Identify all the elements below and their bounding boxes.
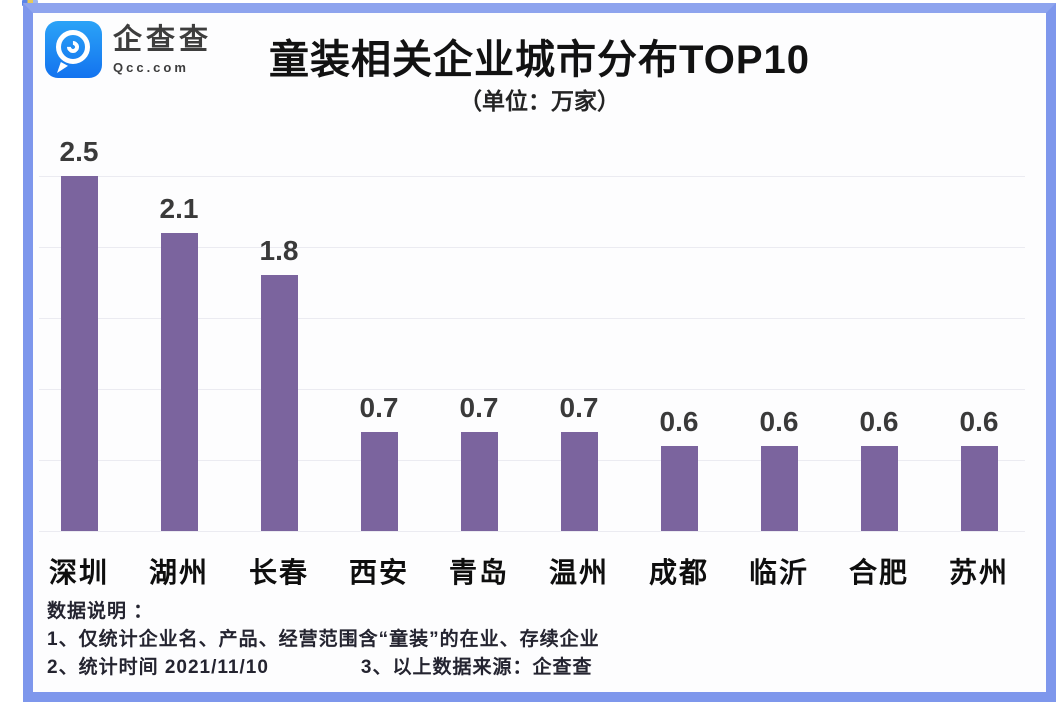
category-label: 西安	[348, 557, 409, 588]
data-notes: 数据说明 ： 1、仅统计企业名、产品、经营范围含“童装”的在业、存续企业 2、统…	[47, 598, 600, 682]
bar	[660, 446, 698, 531]
bar-value-label: 0.7	[359, 392, 399, 423]
qcc-magnifier-icon	[45, 21, 102, 78]
bar	[460, 432, 498, 531]
notes-data-source: 3、以上数据来源：企查查	[360, 657, 593, 678]
category-label: 苏州	[948, 557, 1009, 588]
logo-brand-name: 企查查	[113, 24, 213, 56]
category-label: 临沂	[748, 557, 809, 588]
bar-chart-plot-area: 2.5 深圳 2.1 湖州 1.8 长春 0.7 西安 0.7 青岛 0.7 温州 0.6 成都 0.6 临沂…	[33, 13, 1046, 692]
bar-value-label: 0.6	[959, 406, 999, 437]
qcc-logo: 企查查 Qcc.com	[45, 21, 212, 78]
bar-value-label: 0.6	[859, 406, 899, 437]
logo-domain: Qcc.com	[113, 60, 189, 75]
bar	[860, 446, 898, 531]
logo-text: 企查查 Qcc.com	[113, 21, 212, 75]
magnifier-ring	[56, 30, 90, 64]
category-label: 合肥	[848, 557, 909, 588]
bar-value-label: 1.8	[259, 235, 299, 266]
category-label: 成都	[648, 557, 709, 588]
gridline	[39, 531, 1025, 532]
gridline	[39, 247, 1025, 248]
category-label: 青岛	[448, 557, 509, 588]
magnifier-tail	[57, 62, 68, 73]
bar	[960, 446, 998, 531]
bar	[760, 446, 798, 531]
bar	[360, 432, 398, 531]
bar-value-label: 0.7	[459, 392, 499, 423]
bar-value-label: 2.5	[59, 136, 99, 167]
bar-value-label: 0.6	[759, 406, 799, 437]
gridline	[39, 460, 1025, 461]
category-label: 湖州	[148, 557, 209, 588]
notes-heading: 数据说明 ：	[47, 601, 154, 622]
notes-stat-date: 2、统计时间 2021/11/10	[47, 657, 269, 678]
bar-value-label: 2.1	[159, 193, 199, 224]
bar	[260, 275, 298, 531]
bar	[60, 176, 98, 531]
window-frame: 企查查 Qcc.com 童装相关企业城市分布TOP10 （单位：万家） 2.5 深…	[23, 3, 1056, 702]
chart-subtitle: （单位：万家）	[459, 88, 620, 114]
notes-line-1: 1、仅统计企业名、产品、经营范围含“童装”的在业、存续企业	[47, 629, 600, 650]
bar	[560, 432, 598, 531]
notes-line-2: 2、统计时间 2021/11/10 3、以上数据来源：企查查	[47, 654, 600, 682]
gridline	[39, 389, 1025, 390]
category-label: 长春	[248, 557, 309, 588]
bar-value-label: 0.7	[559, 392, 599, 423]
bar-value-label: 0.6	[659, 406, 699, 437]
gridline	[39, 176, 1025, 177]
infographic-canvas: 企查查 Qcc.com 童装相关企业城市分布TOP10 （单位：万家） 2.5 深…	[33, 13, 1046, 692]
category-label: 温州	[548, 557, 609, 588]
gridline	[39, 318, 1025, 319]
bar	[160, 233, 198, 531]
category-label: 深圳	[48, 557, 109, 588]
chart-title: 童装相关企业城市分布TOP10	[269, 38, 810, 82]
